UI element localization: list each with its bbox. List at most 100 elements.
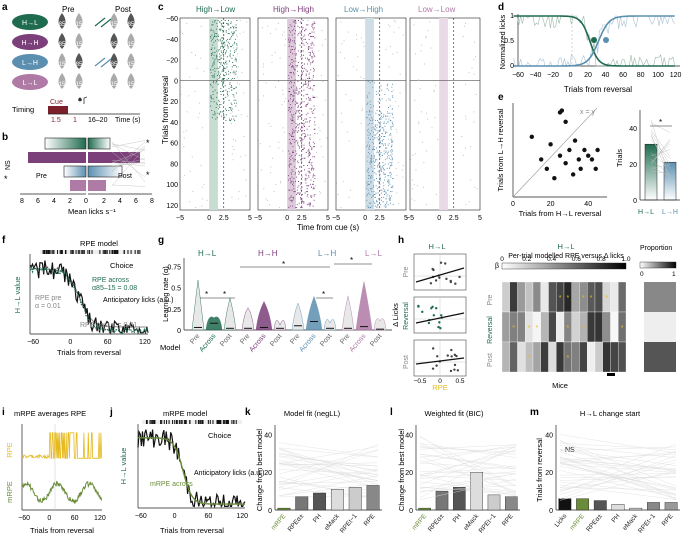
c-bg-lick	[426, 112, 427, 114]
c-lick-mark	[210, 83, 212, 85]
c-lick-mark	[216, 104, 218, 106]
c-lick-mark	[384, 163, 386, 165]
c-lick-mark	[389, 99, 391, 101]
c-bg-lick	[258, 140, 260, 142]
m-mouse-line	[559, 470, 677, 499]
c-lick-mark	[235, 60, 237, 62]
c-lick-mark	[297, 75, 299, 77]
h-heat-star: *	[512, 325, 515, 332]
c-lick-mark	[304, 136, 306, 137]
c-ytick: 20	[170, 99, 178, 106]
c-lick-mark	[225, 72, 227, 74]
c-lick-mark	[288, 30, 290, 32]
f-choice-tick	[102, 250, 104, 254]
l-mouse-line	[419, 445, 517, 498]
h-scatter-point	[446, 354, 449, 357]
c-lick-mark	[292, 49, 293, 50]
c-lick-mark	[308, 34, 310, 36]
h-scatter-point	[453, 363, 457, 367]
c-lick-mark	[296, 88, 298, 90]
c-bg-lick	[320, 146, 322, 148]
c-lick-mark	[314, 37, 316, 39]
c-lick-mark	[314, 175, 316, 177]
c-lick-mark	[235, 49, 237, 50]
c-lick-mark	[230, 86, 232, 88]
c-lick-mark	[376, 207, 378, 209]
c-lick-mark	[223, 41, 225, 43]
c-lick-mark	[219, 66, 221, 68]
c-lick-mark	[298, 192, 300, 194]
c-lick-mark	[312, 75, 314, 77]
a-drop-icon-2-0	[58, 53, 66, 69]
c-bg-lick	[243, 136, 245, 137]
h-scatter-point	[438, 321, 441, 324]
a-drop-value-2-0: 15	[59, 62, 66, 68]
c-lick-mark	[226, 91, 228, 93]
c-lick-mark	[210, 30, 212, 32]
f-choice-tick	[44, 250, 46, 254]
c-lick-mark	[218, 73, 220, 75]
h-prop-post	[644, 342, 676, 372]
c-bg-lick	[282, 93, 284, 95]
c-lick-mark	[219, 76, 221, 78]
c-lick-mark	[289, 24, 291, 26]
c-lick-mark	[288, 207, 290, 209]
c-ytick: 40	[170, 120, 178, 127]
l-mouse-line	[419, 466, 517, 475]
c-lick-mark	[371, 154, 373, 156]
i-xtick: 60	[71, 515, 79, 522]
c-lick-mark	[211, 49, 213, 50]
f-choice-tick	[65, 250, 67, 254]
i-rpe-label: RPE	[5, 442, 14, 457]
c-lick-mark	[312, 76, 314, 78]
j-choice-tick	[161, 420, 163, 424]
c-lick-mark	[374, 125, 376, 127]
h-heat-cell	[501, 281, 510, 313]
c-lick-mark	[379, 124, 381, 126]
c-lick-mark	[379, 99, 381, 101]
b-mouse-line	[111, 152, 146, 178]
c-lick-mark	[218, 70, 220, 72]
c-bg-lick	[262, 27, 264, 29]
c-lick-mark	[304, 83, 306, 85]
m-xlabel: PH	[610, 513, 621, 525]
c-lick-mark	[293, 114, 295, 116]
m-mouse-line	[559, 443, 677, 488]
g-xlabel: Across	[198, 332, 217, 353]
panel-letter-a: a	[2, 2, 8, 13]
h-beta-tick: 0.6	[572, 256, 581, 263]
c-bg-lick	[236, 35, 238, 37]
e-scatter-point	[586, 153, 591, 158]
c-lick-mark	[230, 46, 232, 48]
k-mouse-line	[278, 481, 379, 485]
h-beta-tick: 0	[500, 256, 504, 263]
c-lick-mark	[370, 178, 372, 180]
c-lick-mark	[304, 134, 306, 136]
c-lick-mark	[367, 114, 369, 116]
h-fit-line-0	[415, 267, 465, 283]
c-lick-mark	[223, 25, 225, 27]
c-bg-lick	[461, 136, 463, 137]
c-lick-mark	[306, 24, 308, 26]
f-choice-tick	[91, 250, 93, 254]
c-lick-mark	[226, 63, 228, 65]
c-lick-mark	[300, 115, 302, 117]
c-lick-mark	[384, 169, 386, 171]
c-lick-mark	[310, 44, 312, 46]
f-choice-tick	[113, 250, 115, 254]
c-lick-mark	[226, 92, 228, 94]
h-scatter-point	[440, 314, 443, 317]
c-lick-mark	[307, 43, 309, 45]
c-bg-lick	[356, 34, 358, 36]
c-lick-mark	[372, 131, 374, 133]
j-choice-tick	[153, 420, 155, 424]
c-lick-mark	[369, 160, 371, 162]
c-lick-mark	[381, 136, 382, 137]
c-lick-mark	[300, 189, 302, 191]
c-lick-mark	[371, 191, 373, 193]
c-bg-lick	[188, 201, 190, 203]
c-lick-mark	[310, 33, 311, 35]
c-lick-mark	[371, 157, 373, 159]
c-lick-mark	[301, 57, 303, 59]
c-lick-mark	[376, 151, 378, 153]
